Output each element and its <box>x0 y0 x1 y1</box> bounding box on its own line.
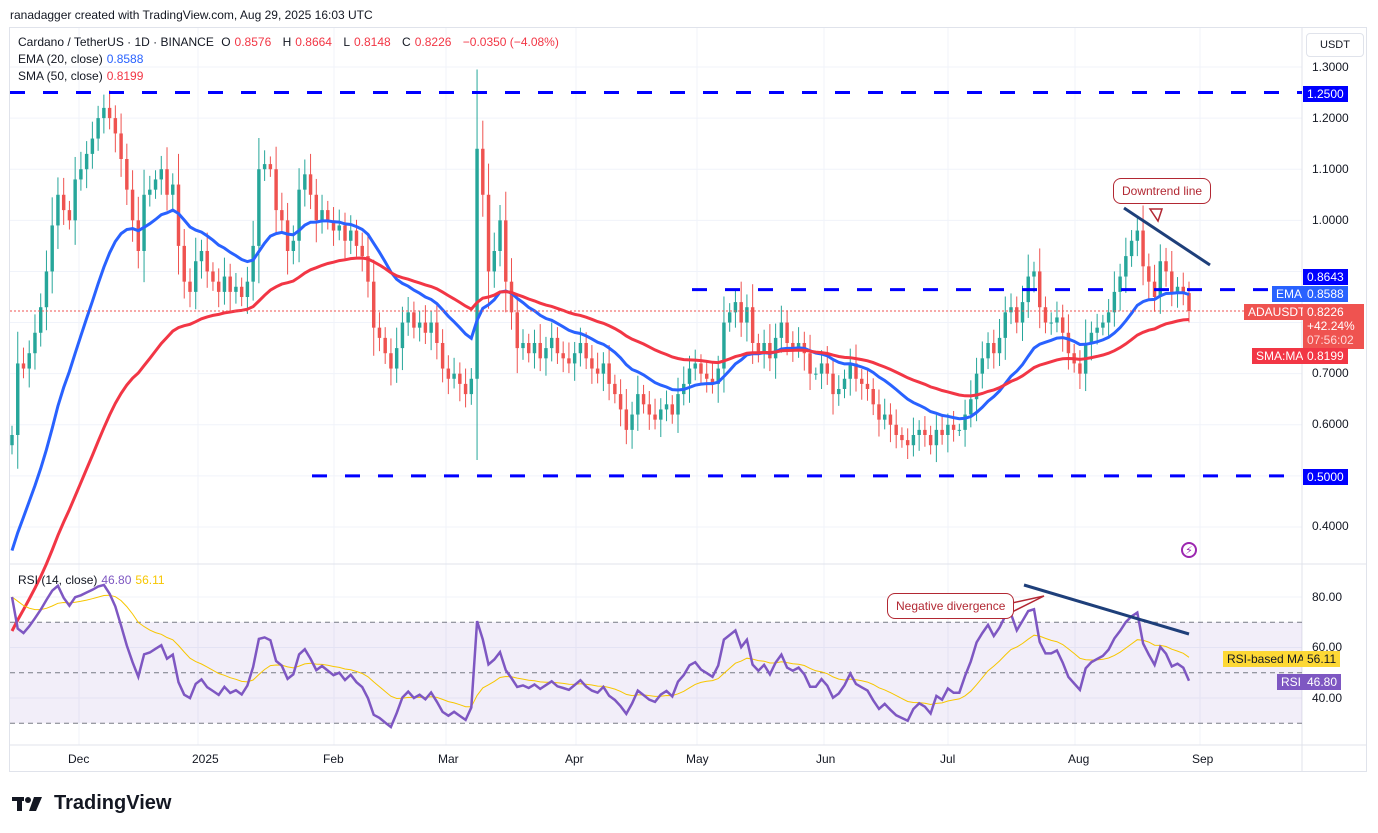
high-value: 0.8664 <box>295 35 332 49</box>
sma-legend-value: 0.8199 <box>106 69 144 83</box>
time-tick: Jun <box>816 752 836 766</box>
symbol-tag-name: ADAUSDT <box>1244 304 1310 320</box>
time-tick: Mar <box>438 752 459 766</box>
rsi-tick: 60.00 <box>1312 640 1343 654</box>
ema-tag-name: EMA <box>1272 286 1307 302</box>
low-value: 0.8148 <box>354 35 391 49</box>
close-value: 0.8226 <box>414 35 452 49</box>
price-tick: 0.6000 <box>1312 417 1349 431</box>
price-tag: 0.8226 +42.24% 07:56:02 <box>1303 304 1364 349</box>
rsi-ma-tag-value: 56.11 <box>1303 651 1341 667</box>
level-tag-high: 1.2500 <box>1303 86 1348 102</box>
time-tick: Jul <box>940 752 956 766</box>
price-tick: 1.3000 <box>1312 60 1349 74</box>
open-value: 0.8576 <box>234 35 272 49</box>
rsi-tag-name: RSI <box>1277 674 1306 690</box>
tv-logo-icon <box>12 796 42 811</box>
level-tag-low: 0.5000 <box>1303 469 1348 485</box>
price-tick: 1.1000 <box>1312 162 1349 176</box>
ema-legend-value: 0.8588 <box>106 52 144 66</box>
rsi-tick: 40.00 <box>1312 691 1343 705</box>
sma-tag-value: 0.8199 <box>1303 348 1348 364</box>
price-tick: 1.2000 <box>1312 111 1349 125</box>
rsi-tick: 80.00 <box>1312 590 1343 604</box>
price-tick: 0.4000 <box>1312 519 1349 533</box>
rsi-legend-value: 46.80 <box>101 573 132 587</box>
rsi-legend[interactable]: RSI (14, close) 46.80 56.11 <box>18 573 165 587</box>
credit-line: ranadagger created with TradingView.com,… <box>10 8 373 22</box>
sma-tag-name: SMA:MA <box>1252 348 1308 364</box>
time-tick: Sep <box>1192 752 1214 766</box>
rsi-tag-value: 46.80 <box>1303 674 1342 690</box>
rsi-ma-tag-name: RSI-based MA <box>1223 651 1310 667</box>
symbol-legend: Cardano / TetherUS · 1D · BINANCE O 0.857… <box>18 35 559 49</box>
time-tick: Feb <box>323 752 344 766</box>
time-tick: Aug <box>1068 752 1090 766</box>
change-value: −0.0350 (−4.08%) <box>462 35 559 49</box>
time-tick: Apr <box>565 752 584 766</box>
price-tick: 0.7000 <box>1312 366 1349 380</box>
rsi-ma-legend-value: 56.11 <box>135 573 165 587</box>
time-tick: Dec <box>68 752 90 766</box>
lightning-icon[interactable]: ⚡ <box>1181 542 1197 558</box>
symbol-title[interactable]: Cardano / TetherUS · 1D · BINANCE <box>18 35 214 49</box>
price-tick: 1.0000 <box>1312 213 1349 227</box>
tradingview-logo[interactable]: TradingView <box>12 792 171 815</box>
ema-tag-value: 0.8588 <box>1303 286 1348 302</box>
ema-legend[interactable]: EMA (20, close) 0.8588 <box>18 52 144 66</box>
level-tag-mid: 0.8643 <box>1303 269 1348 285</box>
time-tick: 2025 <box>192 752 219 766</box>
divergence-callout[interactable]: Negative divergence <box>887 593 1015 619</box>
downtrend-callout[interactable]: Downtrend line <box>1113 178 1212 204</box>
sma-legend[interactable]: SMA (50, close) 0.8199 <box>18 69 144 83</box>
currency-button[interactable]: USDT <box>1306 33 1364 57</box>
time-tick: May <box>686 752 709 766</box>
